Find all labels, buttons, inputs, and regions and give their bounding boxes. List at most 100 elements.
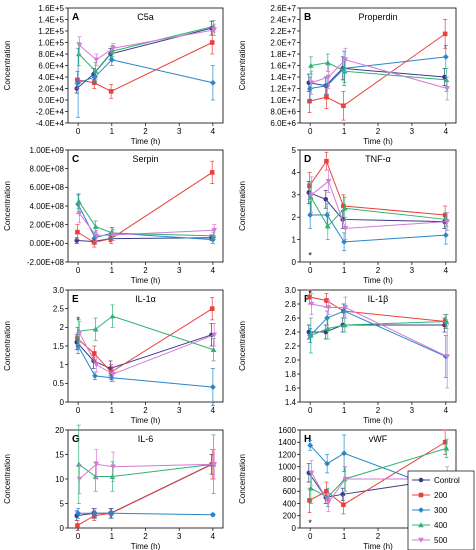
- y-tick-label: 0: [60, 524, 65, 533]
- data-point: [307, 212, 314, 218]
- y-tick-label: 1400: [278, 438, 296, 447]
- x-tick-label: 0: [76, 127, 81, 136]
- series-line: [308, 67, 445, 87]
- series-line: [76, 237, 212, 242]
- x-axis-title: Time (h): [131, 137, 161, 146]
- data-point: [76, 330, 83, 336]
- data-point: [308, 485, 314, 491]
- data-point: [341, 205, 348, 211]
- y-tick-label: 1.0E+7: [270, 96, 296, 105]
- data-point: [92, 74, 98, 80]
- series-line: [310, 214, 446, 243]
- y-tick-label: 3: [292, 191, 297, 200]
- y-axis-title: Concentration: [3, 321, 12, 371]
- panel-letter: F: [304, 294, 310, 305]
- series-400: [75, 304, 217, 362]
- data-point: [92, 234, 98, 241]
- data-point: [75, 343, 82, 349]
- y-tick-label: 4.0E+4: [38, 73, 64, 82]
- x-tick-label: 4: [211, 127, 216, 136]
- significance-star: *: [308, 289, 312, 299]
- y-tick-label: 2.4E+7: [270, 15, 296, 24]
- series-400: [308, 181, 450, 240]
- y-tick-label: 1.4E+5: [38, 15, 64, 24]
- data-point: [307, 442, 314, 449]
- y-tick-label: 2: [292, 213, 297, 222]
- series-line: [78, 315, 214, 351]
- y-tick-label: 1: [60, 360, 65, 369]
- y-tick-label: 1.4: [285, 398, 297, 407]
- y-tick-label: 1.2E+5: [38, 27, 64, 36]
- y-tick-label: 2.5: [53, 304, 65, 313]
- panel-letter: G: [72, 434, 80, 445]
- data-point: [108, 374, 115, 381]
- panel-title: Properdin: [358, 12, 397, 22]
- series-line: [77, 463, 213, 526]
- data-point: [325, 223, 331, 229]
- series-500: [76, 23, 218, 66]
- data-point: [443, 318, 450, 324]
- data-point: [341, 308, 347, 314]
- data-point: [109, 313, 116, 319]
- series-400: [308, 314, 450, 354]
- y-tick-label: 2.2E+7: [270, 27, 296, 36]
- data-point: [342, 226, 349, 232]
- legend: Control 200 300 400 500: [407, 470, 475, 550]
- legend-entry: 300: [412, 506, 448, 515]
- plot-frame: [67, 7, 224, 124]
- panel-letter: B: [304, 12, 311, 23]
- data-point: [341, 103, 346, 109]
- data-point: [110, 45, 116, 52]
- data-point: [209, 170, 215, 175]
- x-tick-label: 4: [211, 406, 216, 415]
- series-500: [76, 203, 218, 242]
- legend-marker: [418, 507, 424, 513]
- panel-title: Serpin: [132, 154, 158, 164]
- data-point: [308, 470, 315, 476]
- x-tick-label: 0: [308, 266, 313, 275]
- data-point: [442, 74, 447, 80]
- plot-frame: [299, 7, 457, 124]
- y-tick-label: 3.0: [285, 286, 297, 295]
- data-point: [92, 473, 99, 479]
- y-tick-label: 6.0E+4: [38, 61, 64, 70]
- series-line: [77, 59, 214, 84]
- panel-title: IL-6: [138, 434, 154, 444]
- x-tick-label: 1: [110, 406, 115, 415]
- data-point: [93, 233, 100, 239]
- legend-entry: Control: [412, 476, 460, 485]
- data-point: [209, 384, 216, 390]
- y-axis-title: Concentration: [3, 454, 12, 504]
- data-point: [307, 498, 312, 503]
- data-point: [211, 27, 218, 33]
- data-point: [342, 305, 349, 311]
- data-point: [108, 89, 114, 94]
- data-point: [341, 502, 346, 508]
- series-500: [308, 47, 450, 101]
- x-tick-label: 4: [444, 266, 449, 275]
- data-point: [93, 57, 100, 63]
- data-point: [307, 85, 314, 92]
- data-point: [341, 450, 347, 457]
- y-tick-label: 0: [292, 524, 297, 533]
- panel-il1a: 0 0.5 1 1.5 2 2.5 3.0 0 1 2 3 4 Time (h) Concentratio…: [3, 286, 224, 425]
- data-point: [442, 439, 448, 445]
- data-point: [442, 31, 448, 37]
- data-point: [108, 510, 115, 517]
- y-tick-label: -2.00E+08: [27, 258, 65, 267]
- series-500: [76, 321, 218, 382]
- series-line: [79, 463, 215, 480]
- data-point: [93, 462, 100, 468]
- x-tick-label: 0: [308, 532, 313, 541]
- y-tick-label: 1.6E+5: [38, 4, 64, 13]
- series-500: [308, 169, 450, 240]
- data-point: [341, 322, 348, 328]
- data-point: [210, 23, 217, 29]
- x-tick-label: 1: [342, 532, 347, 541]
- x-tick-label: 2: [143, 532, 148, 541]
- panel-letter: H: [304, 434, 311, 445]
- x-axis-title: Time (h): [131, 416, 161, 425]
- x-tick-label: 3: [177, 266, 182, 275]
- x-tick-label: 3: [410, 406, 415, 415]
- data-point: [324, 298, 329, 303]
